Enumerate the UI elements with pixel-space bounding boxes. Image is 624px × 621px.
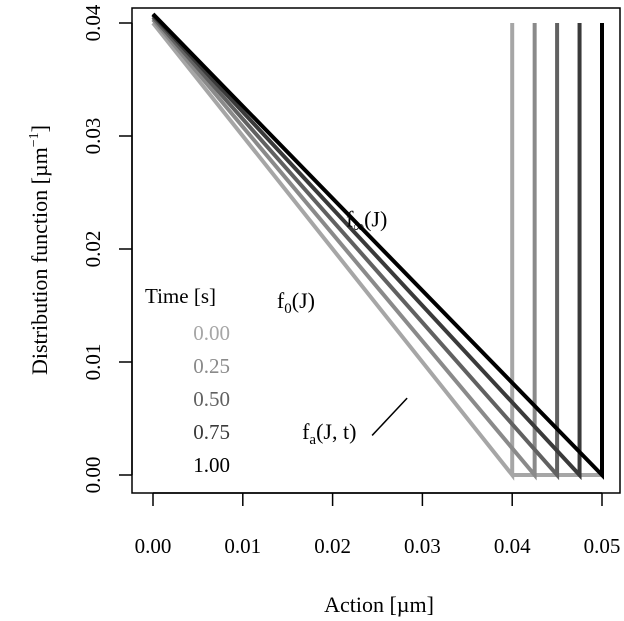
y-tick-label: 0.04 [81,4,105,41]
x-tick-label: 0.05 [584,534,621,558]
annotation-layer: f∞(J) f0(J) fa(J, t) [277,206,408,448]
series-line-t0_50 [151,16,560,481]
x-tick-label: 0.04 [494,534,531,558]
y-tick-label: 0.00 [81,457,105,494]
series-line-t0_75 [151,13,582,481]
x-axis-title: Action [µm] [324,592,434,617]
y-tick-label: 0.03 [81,118,105,155]
x-tick-label: 0.01 [224,534,261,558]
x-tick-label: 0.02 [314,534,351,558]
y-axis: 0.00 0.01 0.02 0.03 0.04 [81,4,133,494]
x-axis: 0.00 0.01 0.02 0.03 0.04 0.05 [135,492,621,558]
y-axis-title-exponent: −1 [27,132,42,147]
x-tick-label: 0.00 [135,534,172,558]
legend-item: 0.25 [193,354,230,378]
y-tick-label: 0.02 [81,231,105,268]
legend-item: 0.50 [193,387,230,411]
legend-item: 0.75 [193,420,230,444]
annotation-f0: f0(J) [277,288,315,317]
series-line-t0_25 [151,18,537,481]
legend: Time [s] 0.00 0.25 0.50 0.75 1.00 [145,284,230,477]
annotation-finf: f∞(J) [346,206,387,235]
legend-title: Time [s] [145,284,216,308]
series-line-t0_00 [151,21,515,481]
y-axis-title: Distribution function [µm−1] [27,125,52,375]
annotation-pointer [371,397,408,436]
series-line-t1_00 [151,12,604,480]
annotation-fa: fa(J, t) [302,419,356,448]
legend-item: 0.00 [193,321,230,345]
legend-item: 1.00 [193,453,230,477]
y-tick-label: 0.01 [81,344,105,381]
series-layer [151,12,604,481]
x-tick-label: 0.03 [404,534,441,558]
